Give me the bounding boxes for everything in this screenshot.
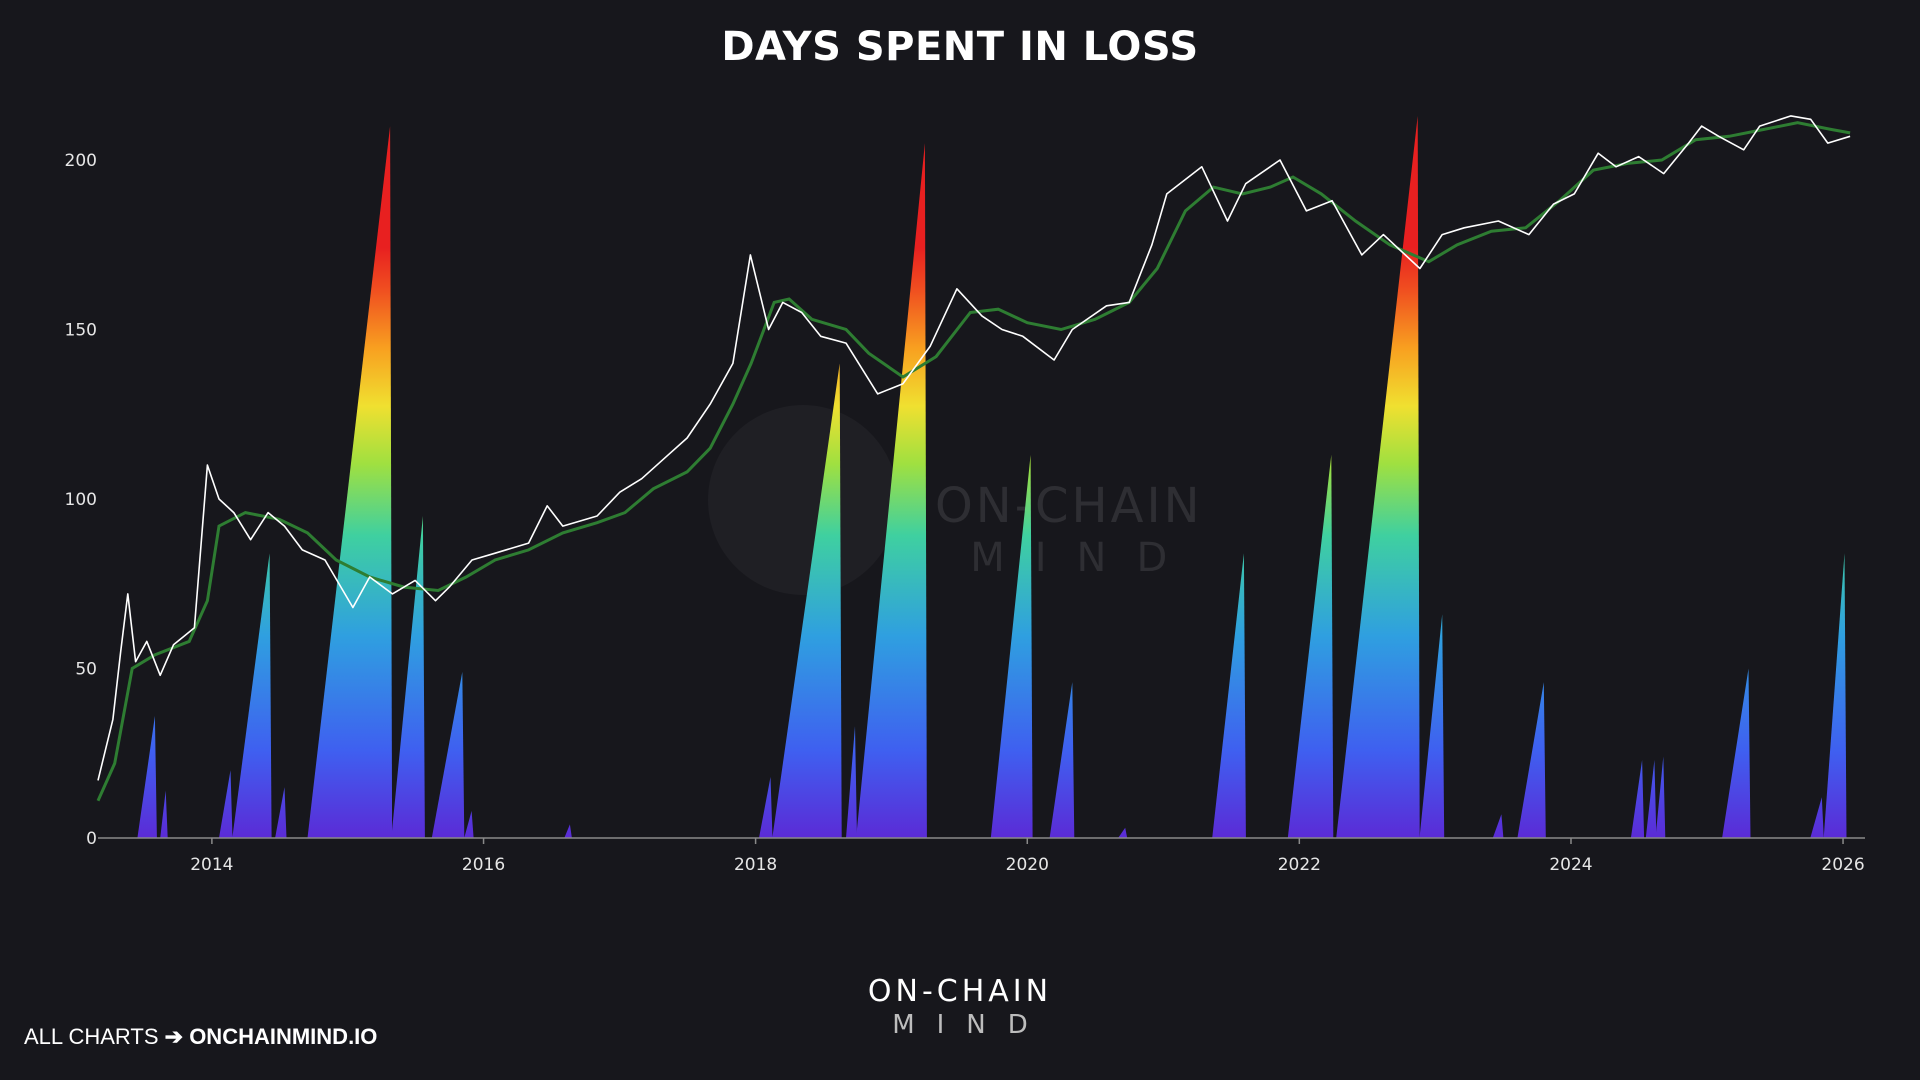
x-tick-label-2018: 2018 <box>734 855 777 875</box>
footer-link[interactable]: ONCHAINMIND.IO <box>189 1024 378 1049</box>
loss-spike-27 <box>1810 797 1824 838</box>
loss-spike-3 <box>232 553 272 838</box>
watermark-line2: MIND <box>970 535 1198 581</box>
loss-spike-13 <box>856 143 927 839</box>
y-tick-label-0: 0 <box>86 829 97 849</box>
loss-spike-12 <box>846 726 857 838</box>
price-lines <box>96 115 1851 802</box>
loss-spike-11 <box>772 363 842 838</box>
loss-spike-23 <box>1630 760 1645 838</box>
loss-spike-18 <box>1287 454 1334 838</box>
loss-spike-10 <box>759 777 773 838</box>
loss-spike-15 <box>1049 682 1075 838</box>
loss-spike-8 <box>464 810 474 838</box>
x-tick-label-2014: 2014 <box>190 855 233 875</box>
loss-spike-1 <box>160 790 168 838</box>
loss-spike-25 <box>1655 756 1666 838</box>
price-line <box>97 115 1851 781</box>
watermark-line1: ON-CHAIN <box>935 478 1203 534</box>
loss-spike-0 <box>137 716 157 838</box>
footer-prefix: ALL CHARTS <box>24 1024 159 1049</box>
loss-spike-2 <box>219 770 233 838</box>
x-axis-ticks: 2014 2016 2018 2020 2022 2024 2026 <box>190 838 1865 875</box>
loss-spike-28 <box>1823 553 1847 838</box>
loss-spike-26 <box>1722 668 1751 838</box>
y-tick-label-50: 50 <box>75 660 97 680</box>
loss-spike-17 <box>1212 553 1246 838</box>
y-tick-label-200: 200 <box>65 151 97 171</box>
loss-spike-24 <box>1645 760 1657 838</box>
x-tick-label-2020: 2020 <box>1006 855 1049 875</box>
footer: ALL CHARTS ➔ ONCHAINMIND.IO <box>24 1024 377 1050</box>
loss-spike-9 <box>564 824 572 838</box>
loss-spike-16 <box>1118 827 1128 838</box>
loss-spike-4 <box>275 787 287 838</box>
loss-spikes <box>137 115 1847 839</box>
x-tick-label-2022: 2022 <box>1278 855 1321 875</box>
brand-logo: ON-CHAIN MIND <box>0 975 1920 1041</box>
watermark: ON-CHAIN MIND <box>935 478 1203 582</box>
loss-spike-19 <box>1336 115 1420 838</box>
loss-spike-21 <box>1492 814 1504 838</box>
loss-spike-14 <box>990 454 1033 838</box>
x-tick-label-2026: 2026 <box>1821 855 1864 875</box>
arrow-right-icon: ➔ <box>164 1024 184 1049</box>
loss-spike-22 <box>1517 682 1546 838</box>
x-tick-label-2024: 2024 <box>1549 855 1592 875</box>
moving-average-line <box>96 121 1851 802</box>
chart-title: DAYS SPENT IN LOSS <box>721 24 1199 70</box>
loss-spike-5 <box>307 126 393 839</box>
y-tick-label-100: 100 <box>65 490 97 510</box>
logo-line1: ON-CHAIN <box>867 974 1053 1009</box>
y-tick-label-150: 150 <box>65 321 97 341</box>
x-tick-label-2016: 2016 <box>462 855 505 875</box>
loss-spike-6 <box>391 516 425 838</box>
y-axis-ticks: 0 50 100 150 200 <box>65 151 97 849</box>
loss-spike-20 <box>1419 614 1445 838</box>
logo-line2: MIND <box>892 1010 1050 1040</box>
loss-spike-7 <box>431 671 465 838</box>
